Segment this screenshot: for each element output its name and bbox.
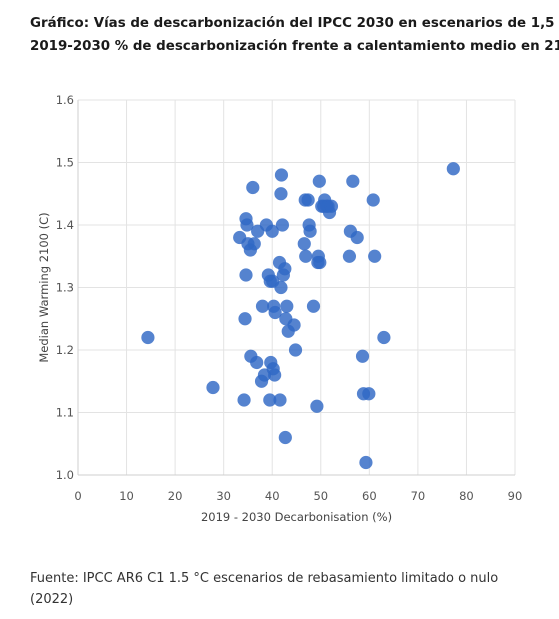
scatter-point: [274, 168, 289, 182]
y-tick-label: 1.4: [56, 218, 74, 232]
x-tick-label: 40: [265, 489, 280, 503]
scatter-point: [368, 249, 382, 263]
y-tick-label: 1.5: [56, 156, 74, 170]
scatter-point: [350, 230, 364, 245]
scatter-point: [278, 262, 292, 276]
chart-ticks: 0 10 20 30 40 50 60 70 80 90 1.0 1.1 1.2 1.3 1.4 1.5 1.6: [56, 93, 523, 503]
x-tick-label: 20: [168, 489, 183, 503]
scatter-point: [255, 299, 270, 313]
chart-axes: [77, 100, 515, 476]
scatter-point: [250, 355, 264, 370]
scatter-point: [268, 305, 282, 320]
chart-title-line-1: Gráfico: Vías de descarbonización del IP…: [30, 16, 559, 31]
scatter-point: [342, 249, 357, 263]
chart-title-line-2: 2019-2030 % de descarbonización frente a…: [30, 39, 559, 54]
y-tick-label: 1.3: [56, 281, 74, 295]
scatter-point: [237, 393, 251, 407]
scatter-point: [306, 299, 321, 313]
source-note: Fuente: IPCC AR6 C1 1.5 °C escenarios de…: [30, 571, 499, 607]
chart-title: Gráfico: Vías de descarbonización del IP…: [30, 12, 559, 58]
scatter-point: [278, 430, 292, 445]
scatter-point: [247, 237, 261, 251]
scatter-point: [359, 455, 373, 470]
scatter-point: [310, 399, 324, 413]
scatter-point: [265, 224, 279, 238]
x-tick-label: 90: [508, 489, 523, 503]
scatter-point: [206, 380, 220, 395]
scatter-point: [239, 268, 253, 282]
scatter-point: [366, 193, 380, 207]
scatter-point: [246, 180, 260, 195]
scatter-point: [268, 368, 282, 382]
scatter-point: [313, 255, 327, 270]
scatter-chart: 0 10 20 30 40 50 60 70 80 90 1.0 1.1 1.2 1.3 1.4 1.5 1.6…: [37, 93, 523, 524]
y-tick-label: 1.2: [56, 343, 74, 357]
scatter-point: [280, 299, 294, 313]
y-tick-label: 1.0: [56, 468, 74, 482]
x-tick-label: 80: [459, 489, 474, 503]
chart-grid: [78, 99, 516, 475]
x-tick-label: 50: [313, 489, 328, 503]
scatter-point: [355, 349, 370, 363]
x-tick-label: 10: [119, 489, 134, 503]
scatter-point: [297, 237, 311, 251]
scatter-point: [346, 174, 360, 188]
scatter-point: [446, 162, 460, 176]
scatter-point: [274, 187, 288, 201]
scatter-point: [301, 193, 315, 207]
scatter-point: [312, 174, 326, 188]
scatter-point: [274, 280, 288, 295]
x-axis-label: 2019 - 2030 Decarbonisation (%): [201, 510, 392, 524]
y-tick-label: 1.6: [56, 93, 74, 107]
y-axis-label: Median Warming 2100 (C): [37, 212, 51, 362]
scatter-point: [324, 199, 339, 213]
scatter-point: [377, 330, 391, 345]
scatter-point: [303, 224, 317, 238]
x-tick-label: 60: [362, 489, 377, 503]
x-tick-label: 30: [216, 489, 231, 503]
scatter-point: [141, 330, 155, 345]
scatter-point: [288, 343, 303, 357]
scatter-point: [275, 218, 290, 232]
scatter-point: [240, 218, 254, 232]
x-tick-label: 70: [411, 489, 426, 503]
scatter-point: [263, 393, 277, 407]
scatter-point: [238, 312, 252, 326]
scatter-point: [287, 318, 301, 332]
scatter-point: [362, 387, 376, 401]
chart-points: [141, 162, 460, 470]
y-tick-label: 1.1: [56, 406, 74, 420]
scatter-point: [273, 393, 287, 407]
x-tick-label: 0: [74, 489, 81, 503]
scatter-point: [299, 249, 313, 263]
